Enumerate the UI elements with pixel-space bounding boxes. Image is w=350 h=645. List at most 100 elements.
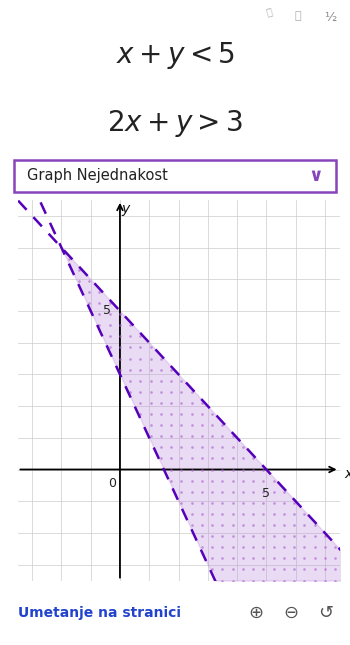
Point [271, 575, 277, 586]
Text: ⊕: ⊕ [248, 604, 263, 622]
Point [158, 398, 164, 408]
Point [271, 553, 277, 564]
Text: 🔊: 🔊 [294, 11, 301, 21]
Point [302, 520, 307, 530]
Point [240, 520, 246, 530]
Point [148, 342, 154, 353]
Point [261, 564, 266, 575]
Point [168, 431, 174, 441]
Point [302, 531, 307, 541]
Point [302, 575, 307, 586]
Point [271, 486, 277, 497]
Point [117, 342, 123, 353]
Point [281, 542, 287, 552]
Point [230, 498, 236, 508]
Point [219, 464, 225, 475]
Point [138, 364, 143, 375]
Point [291, 520, 297, 530]
Point [107, 331, 112, 341]
Point [199, 486, 205, 497]
Point [199, 531, 205, 541]
Point [240, 464, 246, 475]
Point [148, 386, 154, 397]
Point [199, 542, 205, 552]
Point [271, 531, 277, 541]
Text: Graph Nejednakost: Graph Nejednakost [27, 168, 168, 183]
Point [97, 309, 102, 319]
Point [148, 431, 154, 441]
Point [240, 575, 246, 586]
Point [66, 253, 71, 264]
Point [209, 475, 215, 486]
Point [291, 553, 297, 564]
Point [209, 520, 215, 530]
Text: $x + y < 5$: $x + y < 5$ [116, 40, 234, 71]
Point [158, 442, 164, 453]
Point [219, 475, 225, 486]
Point [281, 520, 287, 530]
Point [230, 564, 236, 575]
Point [168, 475, 174, 486]
Point [168, 398, 174, 408]
Point [312, 575, 317, 586]
Point [219, 498, 225, 508]
Point [322, 575, 328, 586]
Point [261, 475, 266, 486]
Point [189, 486, 195, 497]
Point [291, 575, 297, 586]
Point [178, 453, 184, 464]
Point [240, 442, 246, 453]
Point [281, 498, 287, 508]
Point [291, 509, 297, 519]
Point [230, 431, 236, 441]
Point [178, 442, 184, 453]
Point [322, 542, 328, 552]
Point [302, 564, 307, 575]
Point [291, 564, 297, 575]
Point [86, 275, 92, 286]
Point [219, 564, 225, 575]
Point [158, 431, 164, 441]
Point [230, 442, 236, 453]
Point [127, 364, 133, 375]
Point [199, 509, 205, 519]
Point [250, 498, 256, 508]
Point [199, 431, 205, 441]
Point [117, 331, 123, 341]
Point [127, 386, 133, 397]
Point [209, 420, 215, 430]
Point [250, 564, 256, 575]
Point [250, 464, 256, 475]
Point [178, 464, 184, 475]
Point [86, 298, 92, 308]
Point [230, 553, 236, 564]
Point [168, 375, 174, 386]
Point [312, 520, 317, 530]
Point [230, 453, 236, 464]
Point [209, 531, 215, 541]
Point [178, 375, 184, 386]
Point [107, 309, 112, 319]
Point [230, 575, 236, 586]
Text: 5: 5 [103, 304, 111, 317]
Point [127, 375, 133, 386]
Point [271, 509, 277, 519]
Point [219, 542, 225, 552]
Point [158, 409, 164, 419]
Point [343, 564, 348, 575]
Point [189, 453, 195, 464]
Point [138, 353, 143, 364]
Point [209, 486, 215, 497]
Point [117, 309, 123, 319]
Point [168, 464, 174, 475]
Point [240, 475, 246, 486]
Point [138, 342, 143, 353]
Point [189, 386, 195, 397]
Point [343, 553, 348, 564]
Point [302, 553, 307, 564]
Point [240, 498, 246, 508]
Point [199, 475, 205, 486]
Text: ½: ½ [324, 11, 336, 24]
Point [168, 409, 174, 419]
Text: ↺: ↺ [318, 604, 333, 622]
